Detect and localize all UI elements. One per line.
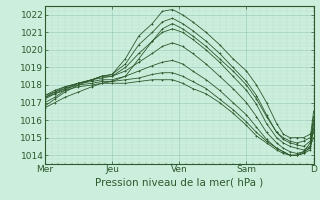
X-axis label: Pression niveau de la mer( hPa ): Pression niveau de la mer( hPa ) <box>95 177 263 187</box>
